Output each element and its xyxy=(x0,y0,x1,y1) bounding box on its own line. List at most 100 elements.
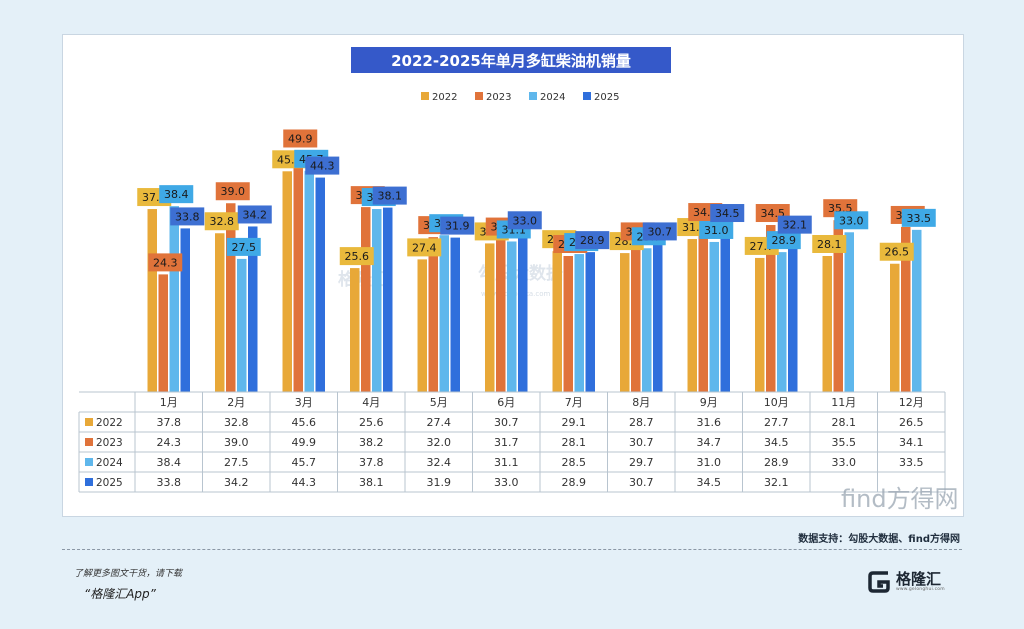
bar xyxy=(901,226,911,392)
bar xyxy=(755,257,765,392)
bar xyxy=(585,252,595,392)
bar xyxy=(822,255,832,392)
table-cell: 34.7 xyxy=(697,436,722,449)
table-cell: 29.7 xyxy=(629,456,654,469)
watermark-text: find方得网 xyxy=(841,485,959,513)
bar xyxy=(293,150,303,392)
legend-swatch xyxy=(475,92,483,100)
x-tick-label: 4月 xyxy=(362,396,380,409)
data-label: 34.2 xyxy=(243,208,268,221)
table-cell: 39.0 xyxy=(224,436,249,449)
data-label: 39.0 xyxy=(221,185,246,198)
bar xyxy=(496,238,506,392)
bar xyxy=(372,209,382,392)
data-source-note: 数据支持：勾股大数据、find方得网 xyxy=(798,534,960,545)
legend-swatch xyxy=(583,92,591,100)
chart-title: 2022-2025年单月多缸柴油机销量 xyxy=(391,52,631,70)
data-label: 28.9 xyxy=(580,234,605,247)
data-label: 24.3 xyxy=(153,256,178,269)
table-row-header: 2022 xyxy=(96,417,123,429)
bar xyxy=(698,224,708,392)
table-cell: 28.5 xyxy=(562,456,587,469)
bar xyxy=(439,235,449,392)
data-label-bg xyxy=(507,211,542,230)
table-cell: 31.7 xyxy=(494,436,519,449)
table-cell: 30.7 xyxy=(629,476,654,489)
bar xyxy=(709,241,719,392)
table-cell: 32.8 xyxy=(224,416,249,429)
bar xyxy=(833,220,843,392)
legend-label: 2023 xyxy=(486,92,511,103)
data-label-bg xyxy=(440,216,475,235)
chart-panel: 格隆汇勾股大数据www.gogudata.com2022-2025年单月多缸柴油… xyxy=(62,34,964,517)
bar xyxy=(248,226,258,392)
table-cell: 28.1 xyxy=(562,436,587,449)
brand-logo: 格隆汇 www.gelonghui.com xyxy=(866,566,958,598)
bar xyxy=(620,253,630,392)
data-label-bg xyxy=(879,242,914,261)
table-cell: 38.4 xyxy=(157,456,182,469)
legend-label: 2024 xyxy=(540,92,565,103)
x-tick-label: 9月 xyxy=(700,396,718,409)
table-cell: 31.1 xyxy=(494,456,519,469)
table-cell: 35.5 xyxy=(832,436,857,449)
table-cell: 32.0 xyxy=(427,436,452,449)
data-label: 25.6 xyxy=(345,250,370,263)
legend-label: 2022 xyxy=(432,92,457,103)
x-tick-label: 8月 xyxy=(632,396,650,409)
bar xyxy=(450,237,460,392)
brand-name: 格隆汇 xyxy=(896,570,942,588)
table-cell: 37.8 xyxy=(157,416,182,429)
table-cell: 26.5 xyxy=(899,416,924,429)
bar xyxy=(180,228,190,392)
bar xyxy=(158,274,168,392)
table-row-swatch xyxy=(85,418,93,426)
data-label: 38.4 xyxy=(164,188,189,201)
table-row-swatch xyxy=(85,458,93,466)
data-label: 27.4 xyxy=(412,241,437,254)
brand-url: www.gelonghui.com xyxy=(896,587,945,592)
bar xyxy=(215,233,225,392)
data-label-bg xyxy=(372,186,407,205)
table-row-header: 2024 xyxy=(96,457,123,469)
table-cell: 34.5 xyxy=(764,436,789,449)
bar xyxy=(777,252,787,392)
table-cell: 31.0 xyxy=(697,456,722,469)
table-cell: 38.2 xyxy=(359,436,384,449)
data-label-bg xyxy=(215,182,250,201)
data-label-bg xyxy=(237,205,272,224)
bar xyxy=(428,237,438,392)
bar xyxy=(383,207,393,392)
bar xyxy=(304,170,314,392)
data-label: 33.0 xyxy=(513,214,538,227)
table-cell: 34.1 xyxy=(899,436,924,449)
promo-text: 了解更多图文干货，请下载 xyxy=(74,569,183,579)
data-label: 26.5 xyxy=(885,246,910,259)
bar xyxy=(485,243,495,392)
table-cell: 45.7 xyxy=(292,456,317,469)
data-label-bg xyxy=(283,129,318,148)
table-cell: 34.2 xyxy=(224,476,249,489)
table-cell: 33.0 xyxy=(832,456,857,469)
x-tick-label: 5月 xyxy=(430,396,448,409)
table-cell: 49.9 xyxy=(292,436,317,449)
promo-app-name: “格隆汇App” xyxy=(84,587,156,601)
data-label-bg xyxy=(159,185,194,204)
bar xyxy=(507,241,517,392)
bar xyxy=(687,239,697,392)
table-cell: 30.7 xyxy=(494,416,519,429)
x-tick-label: 1月 xyxy=(160,396,178,409)
data-label: 30.7 xyxy=(648,225,673,238)
chart-title-bg xyxy=(351,47,671,73)
x-tick-label: 3月 xyxy=(295,396,313,409)
data-label-bg xyxy=(575,231,610,250)
table-cell: 29.1 xyxy=(562,416,587,429)
x-tick-label: 7月 xyxy=(565,396,583,409)
data-label-bg xyxy=(901,208,936,227)
table-row-swatch xyxy=(85,438,93,446)
table-cell: 24.3 xyxy=(157,436,182,449)
bar xyxy=(912,229,922,392)
x-tick-label: 12月 xyxy=(899,396,924,409)
legend-swatch xyxy=(421,92,429,100)
bar xyxy=(315,177,325,392)
